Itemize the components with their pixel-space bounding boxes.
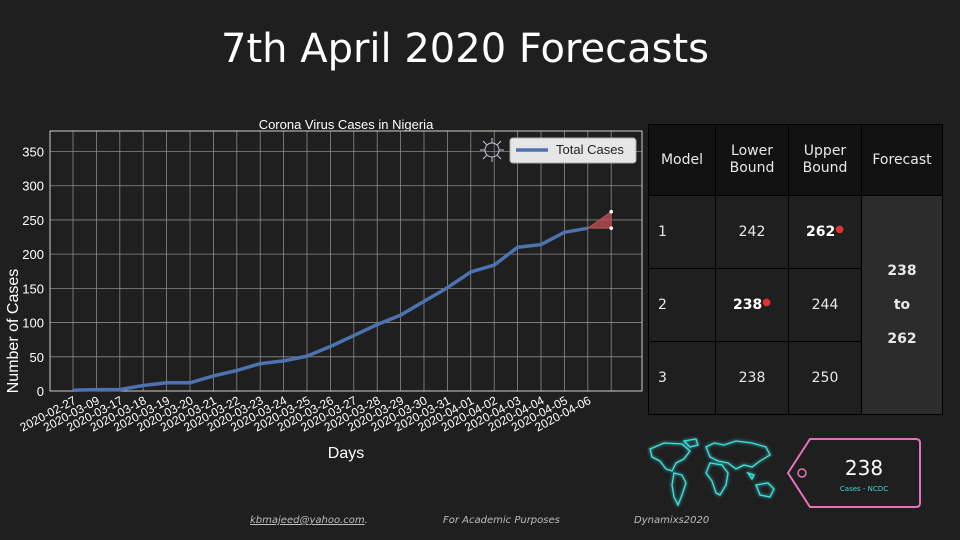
case-count-tag <box>786 438 921 508</box>
forecast-cone <box>586 209 613 230</box>
forecast-area <box>586 210 612 229</box>
tag-value: 238 <box>844 456 884 480</box>
header-forecast: Forecast <box>861 124 943 196</box>
legend-entry-total-cases: Total Cases <box>556 142 624 157</box>
forecast-high: 262 <box>887 331 917 347</box>
total-cases-line <box>72 226 589 393</box>
legend: Total Cases <box>480 137 637 164</box>
virus-icon <box>480 138 504 162</box>
y-axis-label: Number of Cases <box>5 269 22 394</box>
y-tick-label: 150 <box>22 281 44 296</box>
y-tick-label: 100 <box>22 316 44 331</box>
lower-cell: 242 <box>715 195 789 269</box>
x-axis-label: Days <box>328 445 364 462</box>
header-model: Model <box>648 124 716 196</box>
y-tick-label: 350 <box>22 145 44 160</box>
forecast-cell: 238 to 262 <box>861 195 943 415</box>
highlight-value: 238 <box>733 297 763 313</box>
y-tick-label: 250 <box>22 213 44 228</box>
table-row: 1 242 262● 238 to 262 <box>648 195 943 415</box>
header-upper-bound: Upper Bound <box>788 124 862 196</box>
world-map-icon <box>649 438 775 507</box>
forecast-high-point <box>609 209 613 214</box>
y-tick-label: 50 <box>30 350 44 365</box>
header-lower-bound: Lower Bound <box>715 124 789 196</box>
lower-cell: 238 <box>715 341 789 415</box>
tag-source: Cases - NCDC <box>839 485 889 493</box>
red-dot-icon: ● <box>762 297 771 308</box>
model-cell: 2 <box>648 268 716 342</box>
forecast-low: 238 <box>887 263 917 279</box>
page-title: 7th April 2020 Forecasts <box>221 26 709 72</box>
y-tick-label: 300 <box>22 179 44 194</box>
upper-cell: 250 <box>788 341 862 415</box>
forecast-low-point <box>609 226 613 230</box>
y-tick-label: 0 <box>37 384 44 399</box>
model-cell: 1 <box>648 195 716 269</box>
y-tick-label: 200 <box>22 247 44 262</box>
footer-brand: Dynamixs2020 <box>634 515 710 526</box>
cases-line-chart: Corona Virus Cases in Nigeria 0 50 100 150 2… <box>5 117 643 462</box>
footer-email[interactable]: kbmajeed@yahoo.com. <box>250 515 368 526</box>
red-dot-icon: ● <box>835 224 844 235</box>
chart-title: Corona Virus Cases in Nigeria <box>259 117 434 132</box>
upper-cell: 262● <box>788 195 862 269</box>
model-cell: 3 <box>648 341 716 415</box>
upper-cell: 244 <box>788 268 862 342</box>
table-row: 3 238 250 <box>648 341 943 415</box>
lower-cell: 238● <box>715 268 789 342</box>
tag-hole-icon <box>797 468 807 478</box>
highlight-value: 262 <box>806 224 836 240</box>
forecast-table: Model Lower Bound Upper Bound Forecast 1 2… <box>648 124 943 415</box>
forecast-to: to <box>893 297 911 313</box>
footer-note: For Academic Purposes <box>443 515 560 526</box>
